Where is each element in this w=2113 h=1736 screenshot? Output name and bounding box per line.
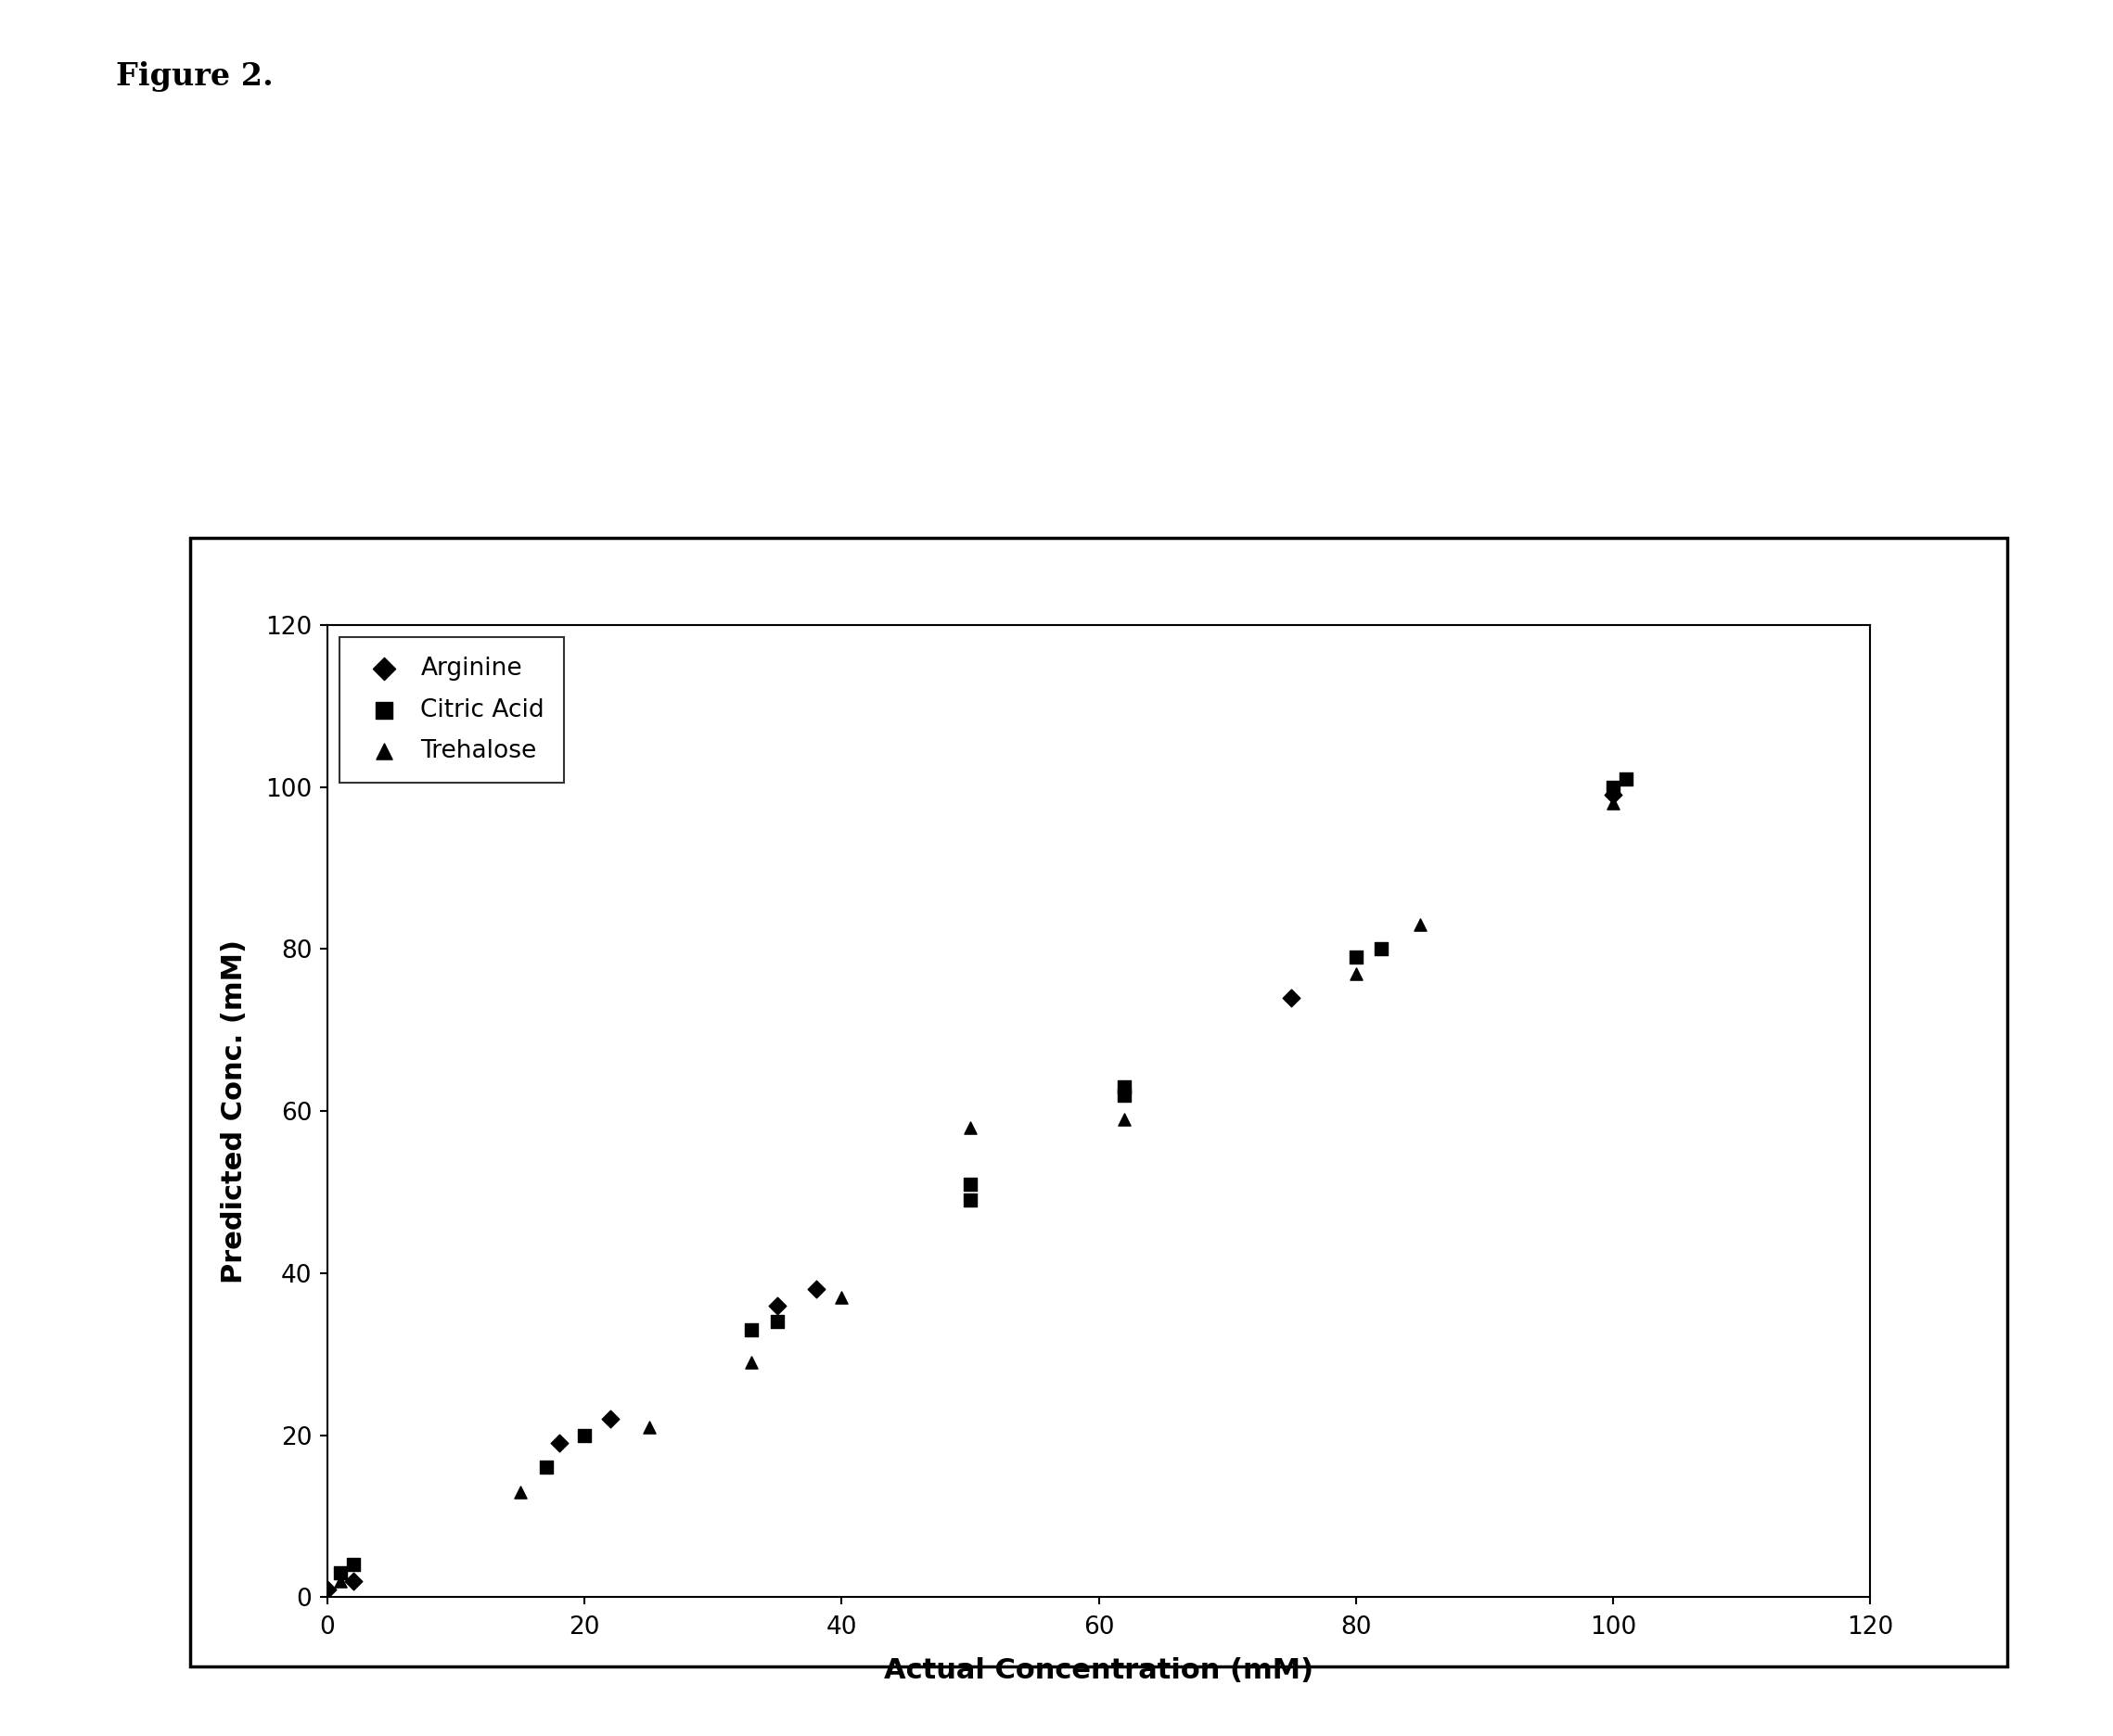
- Citric Acid: [1595, 773, 1629, 800]
- Trehalose: [824, 1283, 858, 1311]
- Arginine: [799, 1276, 833, 1304]
- Citric Acid: [953, 1170, 987, 1198]
- Arginine: [311, 1575, 344, 1602]
- Trehalose: [1595, 790, 1629, 818]
- Trehalose: [323, 1568, 357, 1595]
- Citric Acid: [528, 1453, 562, 1481]
- Legend: Arginine, Citric Acid, Trehalose: Arginine, Citric Acid, Trehalose: [340, 637, 564, 783]
- Arginine: [1274, 984, 1308, 1012]
- X-axis label: Actual Concentration (mM): Actual Concentration (mM): [883, 1658, 1314, 1684]
- Citric Acid: [1365, 936, 1399, 963]
- Citric Acid: [953, 1186, 987, 1213]
- Citric Acid: [336, 1550, 370, 1578]
- Arginine: [336, 1568, 370, 1595]
- Citric Acid: [1608, 766, 1642, 793]
- Arginine: [594, 1404, 628, 1432]
- Citric Acid: [1340, 943, 1373, 970]
- Y-axis label: Predicted Conc. (mM): Predicted Conc. (mM): [220, 939, 247, 1283]
- Trehalose: [1340, 960, 1373, 988]
- Citric Acid: [735, 1316, 769, 1344]
- Arginine: [761, 1292, 794, 1319]
- Trehalose: [632, 1413, 666, 1441]
- Citric Acid: [1107, 1082, 1141, 1109]
- Trehalose: [735, 1349, 769, 1377]
- Trehalose: [503, 1477, 537, 1505]
- Arginine: [1595, 781, 1629, 809]
- Citric Acid: [323, 1559, 357, 1587]
- Citric Acid: [761, 1307, 794, 1335]
- Text: Figure 2.: Figure 2.: [116, 61, 275, 92]
- Arginine: [541, 1429, 575, 1457]
- Trehalose: [953, 1113, 987, 1141]
- Trehalose: [1403, 911, 1437, 939]
- Citric Acid: [568, 1422, 602, 1450]
- Citric Acid: [1107, 1073, 1141, 1101]
- Trehalose: [1107, 1106, 1141, 1134]
